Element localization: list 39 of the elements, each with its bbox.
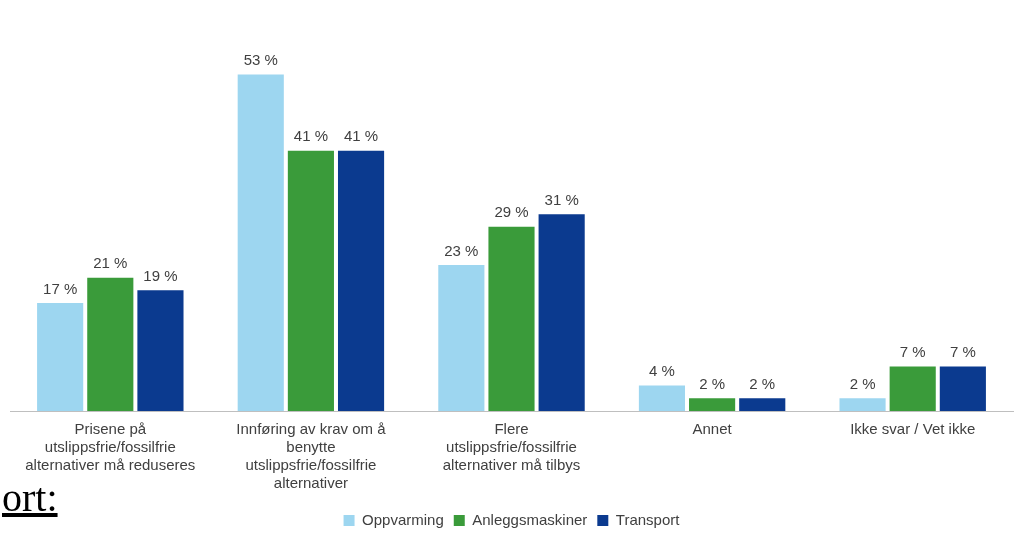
bar [237,74,284,411]
data-label: 2 % [849,374,876,392]
bar [538,214,585,411]
legend-label: Transport [615,510,681,528]
bar [689,398,736,411]
data-label: 29 % [494,203,529,221]
bar [889,366,936,411]
data-label: 19 % [143,266,178,284]
bar [438,264,485,411]
data-label: 31 % [544,190,579,208]
data-label: 7 % [949,343,976,361]
data-label: 23 % [444,241,479,259]
data-label: 21 % [93,254,128,272]
data-label: 17 % [43,279,78,297]
legend-label: Anleggsmaskiner [472,510,588,528]
legend-label: Oppvarming [362,510,444,528]
data-label: 41 % [343,127,379,145]
bar [37,303,84,411]
data-label: 53 % [243,51,278,69]
data-label: 7 % [899,343,926,361]
x-tick-label: Ikke svar / Vet ikke [850,420,976,438]
x-tick-label: Annet [692,420,733,438]
bar [739,398,786,411]
data-label: 4 % [649,362,675,380]
data-label: 2 % [699,374,726,392]
bar [137,290,184,411]
bar [839,398,886,411]
bar [488,226,535,411]
bar [337,150,385,411]
x-tick-label: Prisene på utslippsfrie/fossilfrie alternativer må reduseres [25,420,196,474]
bar [638,385,686,411]
data-label: 41 % [293,127,328,145]
text: ort: [2,475,58,520]
x-tick-label: Flere utslippsfrie/fossilfrie alternativer må tilbys [442,420,581,474]
bar [87,277,134,411]
x-tick-label: Innføring av krav om å benytte utslippsfrie/fossilfrie alternativer [236,420,387,492]
data-label: 2 % [749,374,776,392]
bar [939,366,986,411]
bar [287,150,334,411]
